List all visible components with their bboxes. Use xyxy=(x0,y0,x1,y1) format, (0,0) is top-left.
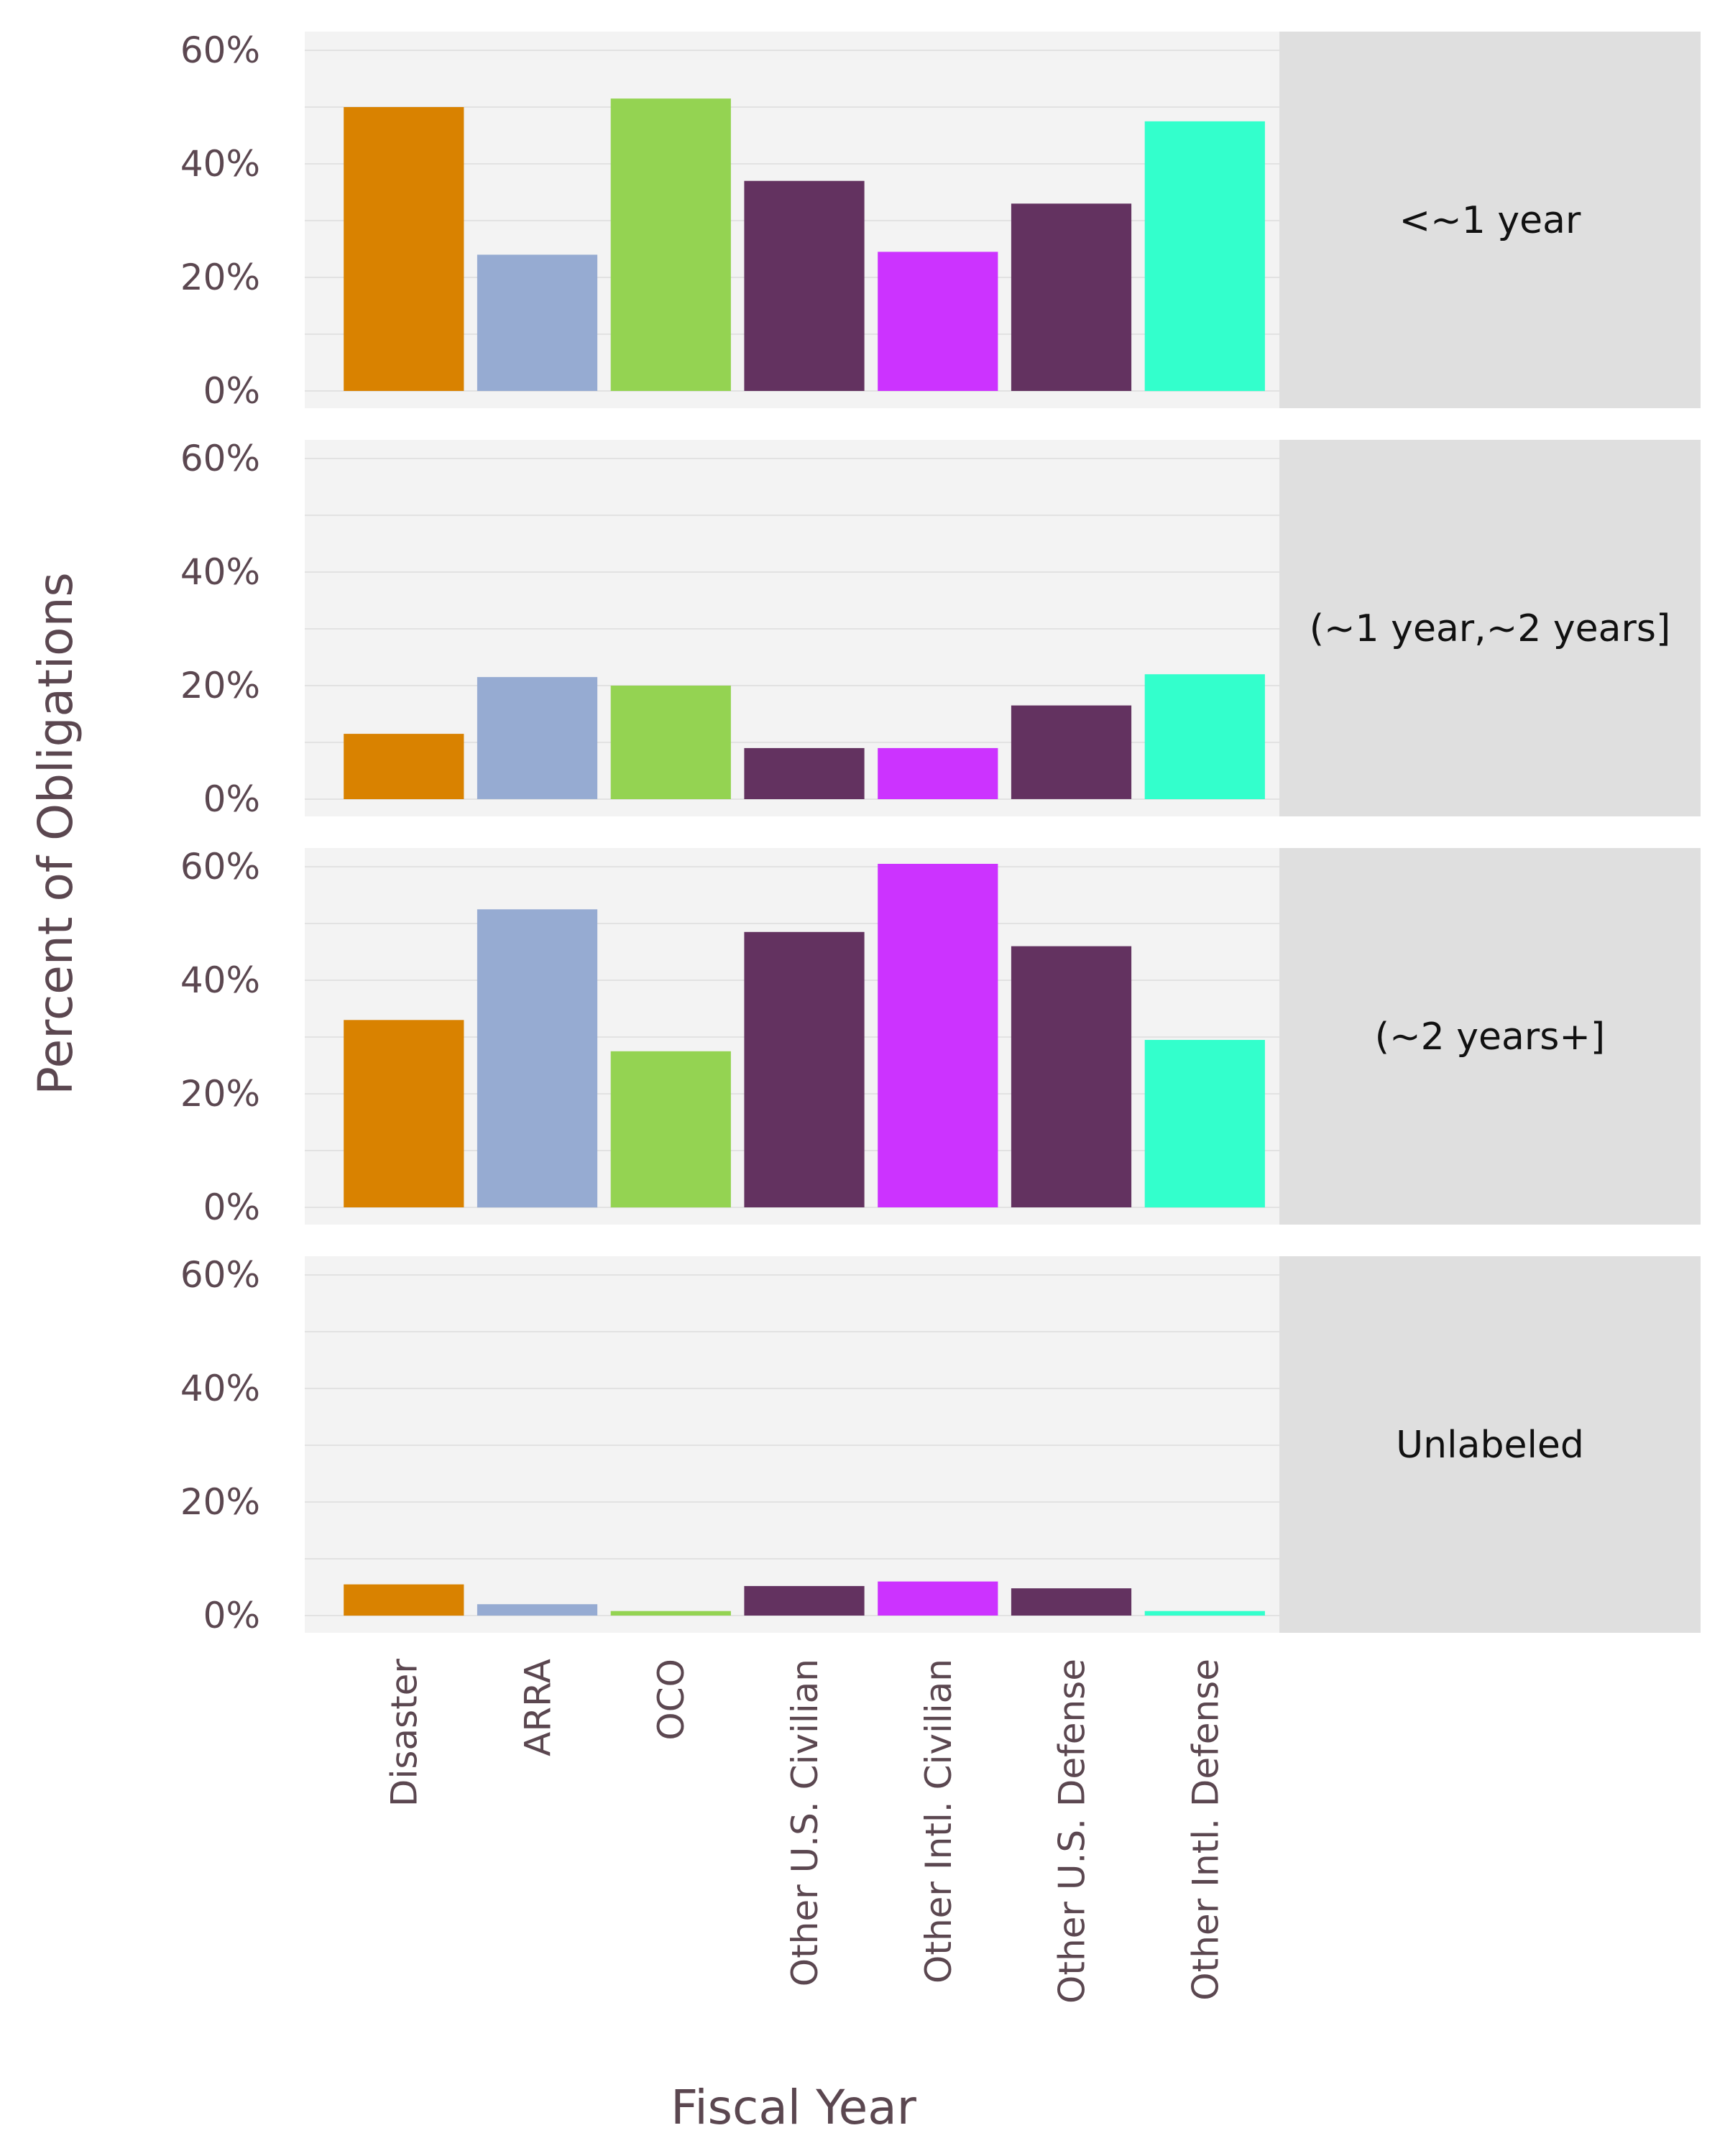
y-tick-label: 20% xyxy=(180,257,260,298)
bar-other-u-s-civilian xyxy=(744,1585,865,1616)
panel-strip xyxy=(1279,848,1701,1225)
x-tick-label: Other Intl. Civilian xyxy=(918,1659,960,1984)
bar-other-u-s-defense xyxy=(1011,705,1132,799)
bar-arra xyxy=(477,254,598,391)
bar-other-u-s-civilian xyxy=(744,931,865,1207)
y-tick-label: 60% xyxy=(180,438,260,479)
panel-strip xyxy=(1279,32,1701,408)
panels-layer: 0% 20% 40% 60% <~1 year 0% 20% 40% 60% (~1 year,~… xyxy=(180,29,1701,2004)
bar-other-u-s-civilian xyxy=(744,747,865,799)
y-tick-label: 40% xyxy=(180,1368,260,1409)
y-tick-label: 40% xyxy=(180,551,260,593)
y-tick-label: 40% xyxy=(180,959,260,1001)
bar-oco xyxy=(610,98,731,391)
panel-3: 0% 20% 40% 60% (~2 years+] xyxy=(180,846,1701,1228)
bar-disaster xyxy=(344,107,464,391)
panel-strip xyxy=(1279,1256,1701,1633)
panel-label: (~2 years+] xyxy=(1375,1015,1605,1059)
panel-1: 0% 20% 40% 60% <~1 year xyxy=(180,29,1701,412)
y-tick-label: 0% xyxy=(203,778,260,820)
x-axis-title: Fiscal Year xyxy=(671,2080,917,2135)
y-tick-label: 20% xyxy=(180,1481,260,1523)
x-tick-label: ARRA xyxy=(518,1659,559,1756)
bar-other-intl-defense xyxy=(1144,1611,1265,1616)
panel-label: Unlabeled xyxy=(1396,1424,1584,1467)
bar-other-u-s-defense xyxy=(1011,946,1132,1207)
panel-label: <~1 year xyxy=(1399,199,1581,242)
y-tick-label: 20% xyxy=(180,665,260,706)
bar-other-intl-civilian xyxy=(878,864,998,1207)
bar-disaster xyxy=(344,1584,464,1616)
panel-strip xyxy=(1279,440,1701,816)
y-axis-title: Percent of Obligations xyxy=(28,572,83,1095)
y-tick-label: 60% xyxy=(180,846,260,888)
bar-other-u-s-defense xyxy=(1011,203,1132,391)
bar-other-intl-civilian xyxy=(878,747,998,799)
bar-other-u-s-defense xyxy=(1011,1588,1132,1616)
bar-arra xyxy=(477,677,598,799)
x-tick-label: Disaster xyxy=(384,1659,426,1807)
bar-disaster xyxy=(344,1020,464,1207)
y-tick-label: 0% xyxy=(203,370,260,412)
y-tick-label: 20% xyxy=(180,1073,260,1115)
bar-other-intl-civilian xyxy=(878,1581,998,1616)
y-tick-label: 60% xyxy=(180,29,260,71)
y-tick-label: 0% xyxy=(203,1595,260,1636)
panel-label: (~1 year,~2 years] xyxy=(1310,607,1671,650)
bar-arra xyxy=(477,909,598,1208)
bar-other-u-s-civilian xyxy=(744,180,865,391)
x-tick-label: OCO xyxy=(650,1659,692,1741)
bar-oco xyxy=(610,686,731,799)
y-tick-label: 60% xyxy=(180,1254,260,1296)
panel-2: 0% 20% 40% 60% (~1 year,~2 years] xyxy=(180,438,1701,820)
bar-other-intl-defense xyxy=(1144,1040,1265,1208)
bar-disaster xyxy=(344,734,464,799)
bar-other-intl-defense xyxy=(1144,121,1265,392)
y-tick-label: 0% xyxy=(203,1187,260,1228)
x-tick-label: Other U.S. Defense xyxy=(1052,1659,1093,2004)
bar-oco xyxy=(610,1051,731,1208)
bar-arra xyxy=(477,1604,598,1616)
x-tick-label: Other U.S. Civilian xyxy=(784,1659,826,1986)
x-tick-label: Other Intl. Defense xyxy=(1184,1659,1226,2001)
y-tick-label: 40% xyxy=(180,143,260,185)
bar-other-intl-defense xyxy=(1144,674,1265,799)
bar-other-intl-civilian xyxy=(878,252,998,391)
panel-background xyxy=(305,1256,1279,1633)
panel-4: 0% 20% 40% 60% Unlabeled xyxy=(180,1254,1701,1636)
bar-oco xyxy=(610,1611,731,1616)
